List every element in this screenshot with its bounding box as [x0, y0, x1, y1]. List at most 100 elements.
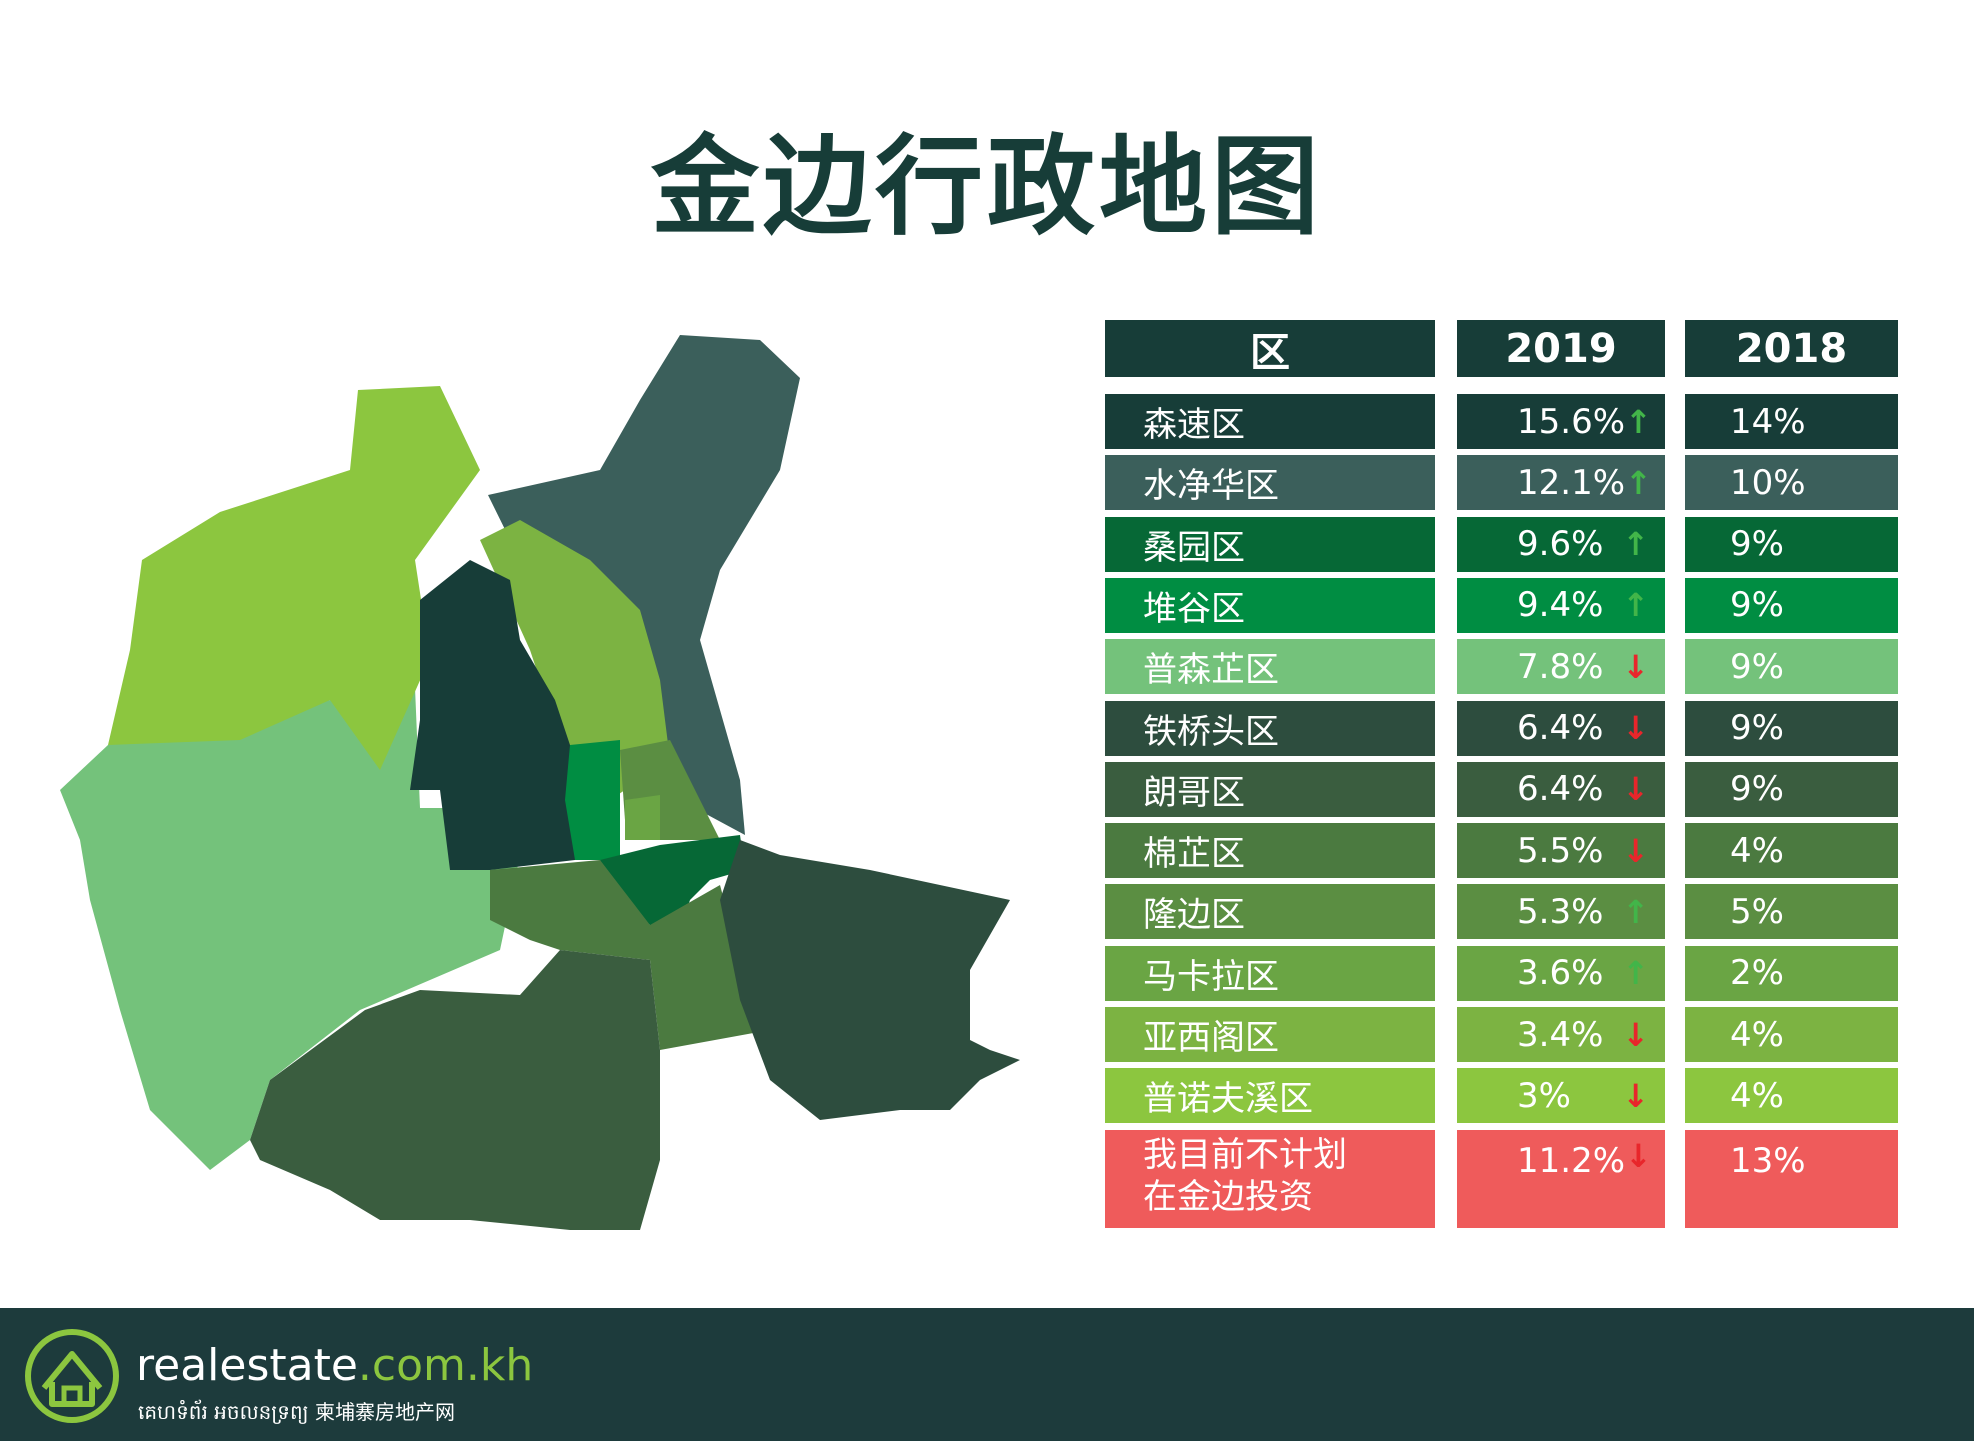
value-2019: 3.4% [1517, 1014, 1604, 1055]
value-2018-cell: 4% [1685, 1007, 1898, 1062]
value-2018-cell: 9% [1685, 516, 1898, 572]
value-2019: 3.6% [1517, 953, 1604, 994]
table-header-2: 2018 [1685, 320, 1898, 377]
district-name-cell: 普诺夫溪区 [1105, 1068, 1435, 1124]
district-name: 朗哥区 [1143, 772, 1245, 813]
value-2019-cell: 3.6% ↑ [1457, 945, 1665, 1001]
down-arrow-icon: ↓ [1622, 1015, 1649, 1054]
district-name: 亚西阁区 [1143, 1018, 1279, 1058]
map-region [490, 860, 770, 1050]
value-2019-cell: 3% ↓ [1457, 1068, 1665, 1124]
value-2019-cell: 7.8% ↓ [1457, 639, 1665, 695]
brand-logo-text: realestate.com.kh [136, 1340, 533, 1391]
district-name: 马卡拉区 [1143, 956, 1279, 997]
district-name-cell: 铁桥头区 [1105, 700, 1435, 756]
up-arrow-icon: ↑ [1622, 586, 1649, 625]
district-name-cell: 朗哥区 [1105, 761, 1435, 817]
value-2019-cell: 6.4% ↓ [1457, 761, 1665, 817]
value-2018: 14% [1730, 401, 1806, 442]
value-2019-cell: 3.4% ↓ [1457, 1007, 1665, 1062]
down-arrow-icon: ↓ [1625, 1136, 1652, 1175]
map-region [720, 840, 1020, 1120]
value-2018: 2% [1730, 953, 1784, 994]
down-arrow-icon: ↓ [1622, 709, 1649, 747]
value-2018: 4% [1730, 1014, 1784, 1055]
value-2018-cell: 13% [1685, 1129, 1898, 1228]
district-name-cell: 我目前不计划 在金边投资 [1105, 1129, 1435, 1228]
value-2018-cell: 4% [1685, 1068, 1898, 1124]
district-name-cell: 隆边区 [1105, 884, 1435, 940]
value-2019: 9.4% [1517, 585, 1604, 626]
value-2019-cell: 12.1% ↑ [1457, 455, 1665, 511]
value-2019: 7.8% [1517, 646, 1604, 687]
footer: realestate.com.kh គេហទំព័រ អចលនទ្រព្យ 柬埔… [0, 1308, 1974, 1441]
value-2018: 9% [1730, 769, 1784, 810]
value-2018: 9% [1730, 708, 1784, 748]
value-2018: 4% [1730, 1075, 1784, 1116]
up-arrow-icon: ↑ [1625, 463, 1652, 502]
value-2018-cell: 5% [1685, 884, 1898, 940]
value-2018: 13% [1730, 1140, 1806, 1181]
value-2019: 6.4% [1517, 708, 1604, 748]
brand-domain: .com.kh [357, 1340, 534, 1391]
map-region [410, 560, 575, 870]
value-2019-cell: 9.6% ↑ [1457, 516, 1665, 572]
value-2019-cell: 15.6% ↑ [1457, 394, 1665, 449]
value-2018-cell: 2% [1685, 945, 1898, 1001]
district-name: 桑园区 [1143, 527, 1245, 568]
down-arrow-icon: ↓ [1622, 831, 1649, 870]
map-region [488, 335, 800, 835]
value-2018: 5% [1730, 891, 1784, 932]
district-name: 水净华区 [1143, 466, 1279, 507]
value-2019-cell: 6.4% ↓ [1457, 700, 1665, 756]
value-2019: 9.6% [1517, 524, 1604, 565]
map-region [60, 615, 530, 1170]
map-region [600, 835, 745, 930]
value-2019: 3% [1517, 1075, 1571, 1116]
value-2018-cell: 9% [1685, 577, 1898, 633]
page-title: 金边行政地图 [650, 125, 1323, 250]
brand-name: realestate [136, 1340, 358, 1391]
value-2019-cell: 9.4% ↑ [1457, 577, 1665, 633]
value-2018-cell: 9% [1685, 700, 1898, 756]
map-region [480, 520, 670, 800]
district-name: 我目前不计划 在金边投资 [1143, 1134, 1347, 1217]
up-arrow-icon: ↑ [1625, 402, 1652, 441]
value-2018: 9% [1730, 646, 1784, 687]
district-name: 隆边区 [1143, 895, 1245, 936]
value-2018-cell: 4% [1685, 823, 1898, 879]
map-region [625, 795, 660, 840]
district-name-cell: 森速区 [1105, 394, 1435, 449]
down-arrow-icon: ↓ [1622, 770, 1649, 809]
district-name: 森速区 [1143, 405, 1245, 445]
down-arrow-icon: ↓ [1622, 647, 1649, 686]
district-name-cell: 亚西阁区 [1105, 1007, 1435, 1062]
value-2019-cell: 5.3% ↑ [1457, 884, 1665, 940]
value-2018: 4% [1730, 830, 1784, 871]
district-name-cell: 桑园区 [1105, 516, 1435, 572]
value-2019: 15.6% [1517, 401, 1626, 442]
up-arrow-icon: ↑ [1622, 525, 1649, 564]
value-2019: 12.1% [1517, 462, 1626, 503]
district-name-cell: 水净华区 [1105, 455, 1435, 511]
value-2018: 9% [1730, 524, 1784, 565]
district-name: 堆谷区 [1143, 588, 1245, 629]
phnom-penh-district-map [60, 335, 1020, 1230]
up-arrow-icon: ↑ [1622, 954, 1649, 993]
district-name: 普诺夫溪区 [1143, 1079, 1313, 1120]
value-2018: 9% [1730, 585, 1784, 626]
map-region [565, 740, 620, 860]
district-name-cell: 棉芷区 [1105, 823, 1435, 879]
district-name-cell: 马卡拉区 [1105, 945, 1435, 1001]
district-name: 棉芷区 [1143, 834, 1245, 875]
up-arrow-icon: ↑ [1622, 892, 1649, 931]
map-region [250, 950, 660, 1230]
value-2019-cell: 5.5% ↓ [1457, 823, 1665, 879]
value-2018-cell: 14% [1685, 394, 1898, 449]
value-2019: 5.5% [1517, 830, 1604, 871]
value-2018-cell: 10% [1685, 455, 1898, 511]
brand-tagline: គេហទំព័រ អចលនទ្រព្យ 柬埔寨房地产网 [138, 1400, 455, 1424]
down-arrow-icon: ↓ [1622, 1076, 1649, 1115]
table-header-1: 2019 [1457, 320, 1665, 377]
value-2019: 5.3% [1517, 891, 1604, 932]
